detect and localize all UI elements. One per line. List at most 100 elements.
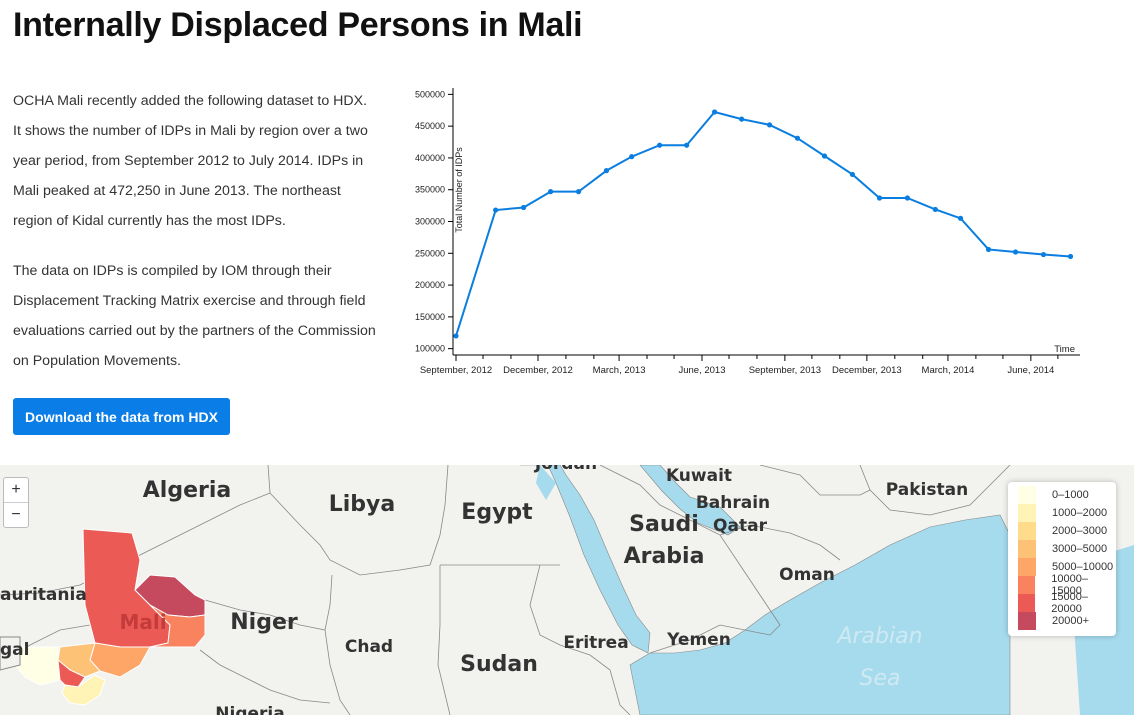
country-borders [0, 465, 1011, 715]
y-tick-label: 100000 [415, 344, 445, 354]
label-algeria: Algeria [143, 478, 231, 503]
y-axis-label: Total Number of IDPs [454, 147, 464, 233]
label-oman: Oman [779, 565, 835, 585]
data-point [520, 204, 527, 211]
legend-swatch [1018, 558, 1036, 576]
x-axis: September, 2012 December, 2012 March, 2013… [420, 354, 1080, 376]
y-tick-label: 200000 [415, 280, 445, 290]
legend-item: 5000–10000 [1018, 558, 1113, 576]
page-title: Internally Displaced Persons in Mali [13, 6, 583, 44]
y-tick-label: 400000 [415, 153, 445, 163]
label-bahrain: Bahrain [696, 493, 770, 513]
label-jordan: Jordan [534, 465, 597, 474]
label-arabia: Arabia [624, 544, 705, 569]
data-point [453, 333, 459, 339]
data-point [766, 122, 773, 128]
data-point [1012, 249, 1019, 255]
region-gao [149, 604, 206, 648]
x-axis-label: Time [1054, 344, 1075, 355]
x-tick-label: March, 2014 [922, 365, 975, 376]
region-sikasso [61, 674, 106, 706]
zoom-in-button[interactable]: + [4, 478, 28, 503]
legend-item: 2000–3000 [1018, 522, 1107, 540]
label-yemen: Yemen [666, 630, 731, 650]
series-group [453, 109, 1074, 339]
map-canvas[interactable]: Algeria Libya Egypt Saudi Arabia Kuwait … [0, 465, 1134, 715]
legend-label: 15000–20000 [1051, 591, 1089, 615]
x-tick-label: December, 2012 [503, 365, 573, 376]
data-point [985, 246, 992, 253]
legend-item: 20000+ [1018, 612, 1089, 630]
data-point [684, 142, 690, 148]
data-point [849, 171, 856, 178]
y-tick-label: 500000 [415, 89, 445, 99]
legend-item: 10000–15000 [1018, 573, 1116, 597]
data-point [1067, 253, 1074, 260]
data-point [821, 153, 828, 159]
legend-label: 0–1000 [1052, 489, 1089, 501]
x-tick-label: March, 2013 [593, 365, 646, 376]
data-point [739, 116, 745, 122]
legend-item: 0–1000 [1018, 486, 1089, 504]
map-labels: Algeria Libya Egypt Saudi Arabia Kuwait … [0, 465, 968, 715]
label-nigeria: Nigeria [215, 704, 284, 715]
label-pakistan: Pakistan [886, 480, 968, 500]
data-point [711, 109, 718, 115]
data-point [957, 215, 964, 221]
label-senegal: gal [0, 640, 29, 660]
data-point [493, 207, 499, 213]
legend-item: 15000–20000 [1018, 591, 1116, 615]
legend-swatch [1018, 504, 1036, 522]
legend-label: 20000+ [1052, 615, 1090, 627]
label-mauritania: auritania [0, 585, 87, 605]
data-point [548, 189, 554, 195]
legend-item: 1000–2000 [1018, 504, 1107, 522]
x-tick-label: June, 2013 [678, 365, 725, 376]
label-arabian-sea-1: Arabian [835, 624, 922, 649]
y-tick-label: 450000 [415, 121, 445, 131]
x-tick-label: June, 2014 [1007, 365, 1054, 376]
data-point [1040, 251, 1047, 258]
intro-paragraph: OCHA Mali recently added the following d… [13, 93, 368, 229]
label-libya: Libya [329, 492, 396, 517]
legend-swatch [1018, 540, 1036, 558]
zoom-out-button[interactable]: − [11, 506, 21, 523]
y-axis: 100000 150000 200000 250000 300000 350000 4000… [415, 88, 454, 355]
x-tick-label: December, 2013 [832, 365, 902, 376]
label-mali: Mali [119, 610, 166, 634]
label-kuwait: Kuwait [666, 466, 732, 486]
legend-swatch [1018, 522, 1036, 540]
legend-swatch [1018, 612, 1036, 630]
label-niger: Niger [230, 610, 298, 635]
label-chad: Chad [345, 637, 393, 657]
map-legend: 0–1000 1000–2000 2000–3000 3000–5000 5000–10… [1008, 482, 1116, 636]
legend-label: 5000–10000 [1052, 561, 1114, 573]
region-bamako [0, 636, 21, 671]
data-point [657, 142, 663, 148]
x-tick-label: September, 2012 [420, 365, 492, 376]
legend-label: 2000–3000 [1052, 525, 1108, 537]
download-button[interactable]: Download the data from HDX [13, 398, 230, 435]
legend-label: 1000–2000 [1052, 507, 1108, 519]
data-point [904, 195, 911, 201]
y-tick-label: 300000 [415, 217, 445, 227]
legend-swatch [1018, 594, 1036, 612]
data-point [629, 154, 635, 160]
data-point [794, 135, 801, 141]
label-qatar: Qatar [713, 516, 768, 536]
data-point [932, 206, 938, 213]
mali-regions [0, 528, 206, 706]
legend-label: 3000–5000 [1052, 543, 1108, 555]
label-egypt: Egypt [461, 500, 533, 525]
idp-map[interactable]: Algeria Libya Egypt Saudi Arabia Kuwait … [0, 465, 1134, 715]
x-tick-label: September, 2013 [749, 365, 821, 376]
label-arabian-sea-2: Sea [860, 666, 901, 691]
legend-swatch [1018, 576, 1036, 594]
legend-item: 3000–5000 [1018, 540, 1107, 558]
legend-swatch [1018, 486, 1036, 504]
region-kayes [14, 646, 61, 686]
label-sudan: Sudan [460, 652, 538, 677]
idp-line-chart: 100000 150000 200000 250000 300000 350000 4000… [415, 88, 1080, 376]
legend-label: 10000–15000 [1051, 573, 1089, 597]
label-eritrea: Eritrea [563, 633, 628, 653]
